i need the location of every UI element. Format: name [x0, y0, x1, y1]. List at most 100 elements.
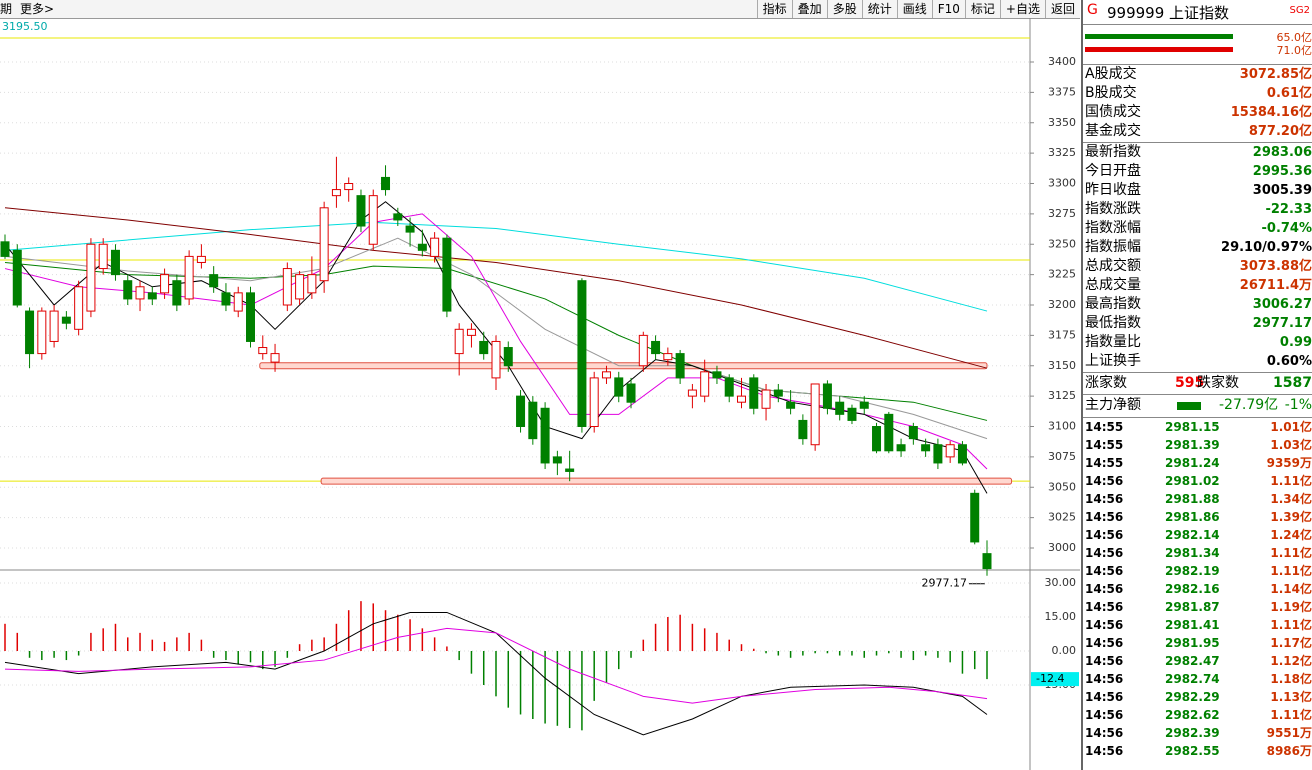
y-tick-label: 3350 [1048, 116, 1076, 129]
candle-body [331, 189, 341, 197]
y-tick-label: 0.00 [1052, 644, 1077, 657]
tag: SG2 [1289, 5, 1310, 16]
toolbar-button[interactable]: 叠加 [791, 0, 827, 18]
row-label: B股成交 [1085, 85, 1137, 101]
toolbar-button[interactable]: 统计 [861, 0, 897, 18]
trade-time: 14:56 [1085, 528, 1124, 542]
row-label: 昨日收盘 [1085, 182, 1141, 198]
candle-body [307, 274, 317, 294]
trade-volume: 1.14亿 [1270, 582, 1312, 596]
row-label: 基金成交 [1085, 123, 1141, 139]
candle-body [970, 492, 980, 543]
stat-row: 最高指数 3006.27 [1085, 295, 1312, 314]
candle-body [491, 340, 501, 379]
y-tick-label: 3200 [1048, 298, 1076, 311]
candle-body [417, 243, 427, 251]
row-label: 指数涨跌 [1085, 201, 1141, 217]
toolbar-button[interactable]: 指标 [756, 0, 792, 18]
trade-volume: 1.34亿 [1270, 492, 1312, 506]
candle-body [405, 225, 415, 233]
candle-body [221, 292, 231, 306]
y-tick-label: 3100 [1048, 420, 1076, 433]
stat-row: 昨日收盘 3005.39 [1085, 181, 1312, 200]
row-label: 总成交量 [1085, 277, 1141, 293]
stat-row: 上证换手 0.60% [1085, 352, 1312, 371]
trade-price: 2981.41 [1165, 618, 1220, 632]
candle-body [356, 195, 366, 227]
trade-price: 2981.02 [1165, 474, 1220, 488]
y-tick-label: 3225 [1048, 268, 1076, 281]
balance-bar [1085, 34, 1233, 39]
candle-body [466, 328, 476, 336]
candle-body [626, 383, 636, 403]
net-bar [1177, 402, 1201, 410]
current-box [1031, 672, 1079, 687]
trade-time: 14:56 [1085, 546, 1124, 560]
candle-body [270, 353, 280, 363]
candle-body [540, 407, 550, 464]
toolbar-button[interactable]: 画线 [896, 0, 932, 18]
code: G [1087, 2, 1098, 18]
y-tick-label: 30.00 [1045, 576, 1077, 589]
trade-price: 2981.87 [1165, 600, 1220, 614]
trade-volume: 1.19亿 [1270, 600, 1312, 614]
candle-body [761, 389, 771, 409]
toolbar-link[interactable]: 更多> [20, 2, 55, 16]
candle-body [773, 389, 783, 397]
sep [1083, 24, 1312, 25]
trade-volume: 1.03亿 [1270, 438, 1312, 452]
trade-time: 14:56 [1085, 492, 1124, 506]
toolbar-button[interactable]: F10 [931, 0, 965, 18]
trade-volume: 1.13亿 [1270, 690, 1312, 704]
trade-time: 14:56 [1085, 726, 1124, 740]
y-tick-label: 3125 [1048, 389, 1076, 402]
trade-row: 14:56 2982.19 1.11亿 [1085, 562, 1312, 580]
toolbar-button[interactable]: +自选 [999, 0, 1045, 18]
candle-body [196, 255, 206, 263]
trade-price: 2981.86 [1165, 510, 1220, 524]
candle-body [368, 195, 378, 245]
breadth-item: 跌家数 [1197, 375, 1239, 391]
net-label: 主力净额 [1085, 397, 1141, 413]
ma-line [4, 221, 988, 312]
toolbar-button[interactable]: 返回 [1044, 0, 1080, 18]
candle-body [798, 419, 808, 440]
row-value: 0.99 [1279, 335, 1312, 350]
candle-body [246, 292, 255, 342]
y-tick-label: 3075 [1048, 450, 1076, 463]
net-pct: -1% [1284, 397, 1312, 413]
row-value: 3005.39 [1252, 183, 1312, 198]
candle-body [786, 401, 796, 409]
trade-row: 14:56 2982.39 9551万 [1085, 724, 1312, 742]
trade-time: 14:56 [1085, 744, 1124, 758]
trade-volume: 1.24亿 [1270, 528, 1312, 542]
sep [1083, 64, 1312, 65]
trade-time: 14:56 [1085, 690, 1124, 704]
toolbar-button[interactable]: 多股 [826, 0, 862, 18]
stat-row: 指数振幅 29.10/0.97% [1085, 238, 1312, 257]
row-value: 2995.36 [1252, 164, 1312, 179]
current-value: -12.4 [1036, 672, 1064, 685]
trade-time: 14:56 [1085, 708, 1124, 722]
row-value: 2983.06 [1252, 145, 1312, 160]
stat-row: 最低指数 2977.17 [1085, 314, 1312, 333]
trade-price: 2982.14 [1165, 528, 1220, 542]
ma-line [4, 207, 988, 369]
trade-volume: 1.11亿 [1270, 564, 1312, 578]
sep [1083, 417, 1312, 418]
row-value: -0.74% [1261, 221, 1312, 236]
y-tick-label: 3400 [1048, 55, 1076, 68]
candle-body [589, 377, 599, 427]
trade-row: 14:56 2982.74 1.18亿 [1085, 670, 1312, 688]
toolbar-button[interactable]: 标记 [964, 0, 1000, 18]
candle-body [86, 243, 96, 312]
sep [1083, 394, 1312, 395]
bar-label: 71.0亿 [1276, 44, 1312, 57]
trade-row: 14:56 2982.47 1.12亿 [1085, 652, 1312, 670]
y-tick-label: 3300 [1048, 177, 1076, 190]
trade-time: 14:56 [1085, 636, 1124, 650]
turnover-row: 基金成交 877.20亿 [1085, 122, 1312, 141]
toolbar-link[interactable]: 期 [0, 2, 13, 16]
breadth-item: 595 [1175, 375, 1205, 391]
row-value: 3072.85亿 [1239, 67, 1312, 82]
